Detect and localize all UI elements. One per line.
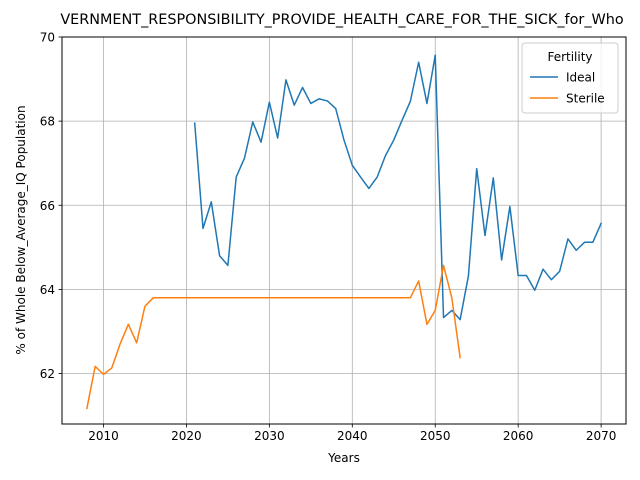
series-line-ideal — [193, 54, 603, 321]
y-tick-label: 68 — [40, 115, 55, 129]
y-tick-label: 62 — [40, 367, 55, 381]
legend-title: Fertility — [547, 50, 592, 64]
y-tick-label: 66 — [40, 199, 55, 213]
y-axis-label: % of Whole Below_Average_IQ Population — [14, 105, 28, 354]
x-tick-label: 2050 — [420, 429, 451, 443]
legend-box — [521, 42, 619, 114]
series-line-sterile — [85, 264, 461, 410]
x-tick-label: 2070 — [586, 429, 617, 443]
y-axis-ticks: 62 64 66 68 70 — [40, 31, 62, 381]
x-tick-label: 2040 — [337, 429, 368, 443]
y-tick-label: 64 — [40, 283, 55, 297]
x-axis-ticks: 2010 2020 2030 2040 2050 2060 2070 — [88, 424, 616, 443]
chart-title: VERNMENT_RESPONSIBILITY_PROVIDE_HEALTH_C… — [60, 12, 624, 28]
x-tick-label: 2060 — [503, 429, 534, 443]
x-tick-label: 2020 — [171, 429, 202, 443]
x-tick-label: 2030 — [254, 429, 285, 443]
legend-label-ideal: Ideal — [566, 71, 595, 85]
legend-label-sterile: Sterile — [566, 92, 605, 106]
series-lines — [85, 54, 603, 410]
x-tick-label: 2010 — [88, 429, 119, 443]
x-axis-label: Years — [327, 451, 360, 465]
y-tick-label: 70 — [40, 31, 55, 45]
legend: Fertility Ideal Sterile — [521, 42, 619, 114]
plot-frame — [61, 36, 627, 425]
